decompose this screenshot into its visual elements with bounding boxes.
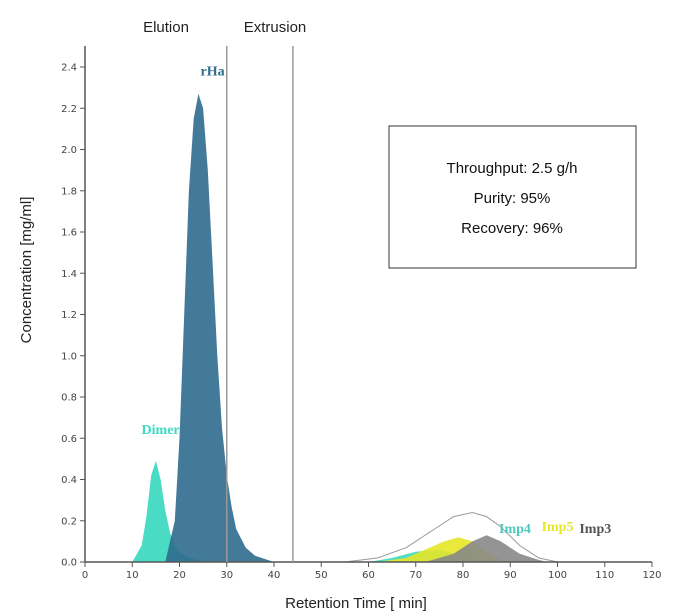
peak-label-imp4: Imp4 [499,522,531,537]
x-tick-label: 90 [504,570,517,581]
y-tick-label: 2.4 [61,63,77,74]
peak-label-imp5: Imp5 [542,520,574,535]
y-tick-label: 0.2 [61,516,77,527]
y-tick-label: 0.6 [61,434,77,445]
y-axis-label: Concentration [mg/ml] [18,197,35,344]
y-tick-label: 1.6 [61,228,77,239]
y-tick-label: 2.2 [61,104,77,115]
peak-label-dimer: Dimer [142,423,180,438]
x-tick-label: 70 [409,570,422,581]
x-tick-label: 0 [82,570,88,581]
y-tick-label: 0.8 [61,393,77,404]
annotation-box [388,125,637,269]
x-tick-label: 80 [457,570,470,581]
region-label-elution: Elution [143,19,189,36]
y-tick-label: 2.0 [61,145,77,156]
x-tick-label: 120 [642,570,661,581]
x-tick-label: 60 [362,570,375,581]
x-tick-label: 40 [268,570,281,581]
throughput-text: Throughput: 2.5 g/h [447,160,578,177]
series-rha-area [165,93,274,563]
y-tick-label: 1.2 [61,310,77,321]
series-dimer-area [132,460,208,562]
y-tick-label: 1.0 [61,351,77,362]
x-tick-label: 100 [548,570,567,581]
x-tick-label: 30 [220,570,233,581]
x-axis-label: Retention Time [ min] [285,595,427,612]
x-tick-label: 50 [315,570,328,581]
y-tick-label: 0.4 [61,475,77,486]
total-outline-line [344,511,558,563]
y-tick-label: 1.8 [61,186,77,197]
x-tick-label: 10 [126,570,139,581]
peak-label-rha: rHa [201,64,225,79]
recovery-text: Recovery: 96% [461,220,563,237]
x-tick-label: 20 [173,570,186,581]
series-imp3-area [425,535,549,562]
x-tick-label: 110 [595,570,614,581]
region-label-extrusion: Extrusion [244,19,307,36]
plot-area: 0 10 20 30 40 50 60 70 80 90 100 110 120 0.0 0.2 0.4 0.6… [61,19,661,581]
purity-text: Purity: 95% [474,190,551,207]
y-tick-label: 0.0 [61,558,77,569]
peak-label-imp3: Imp3 [579,522,611,537]
y-tick-label: 1.4 [61,269,77,280]
